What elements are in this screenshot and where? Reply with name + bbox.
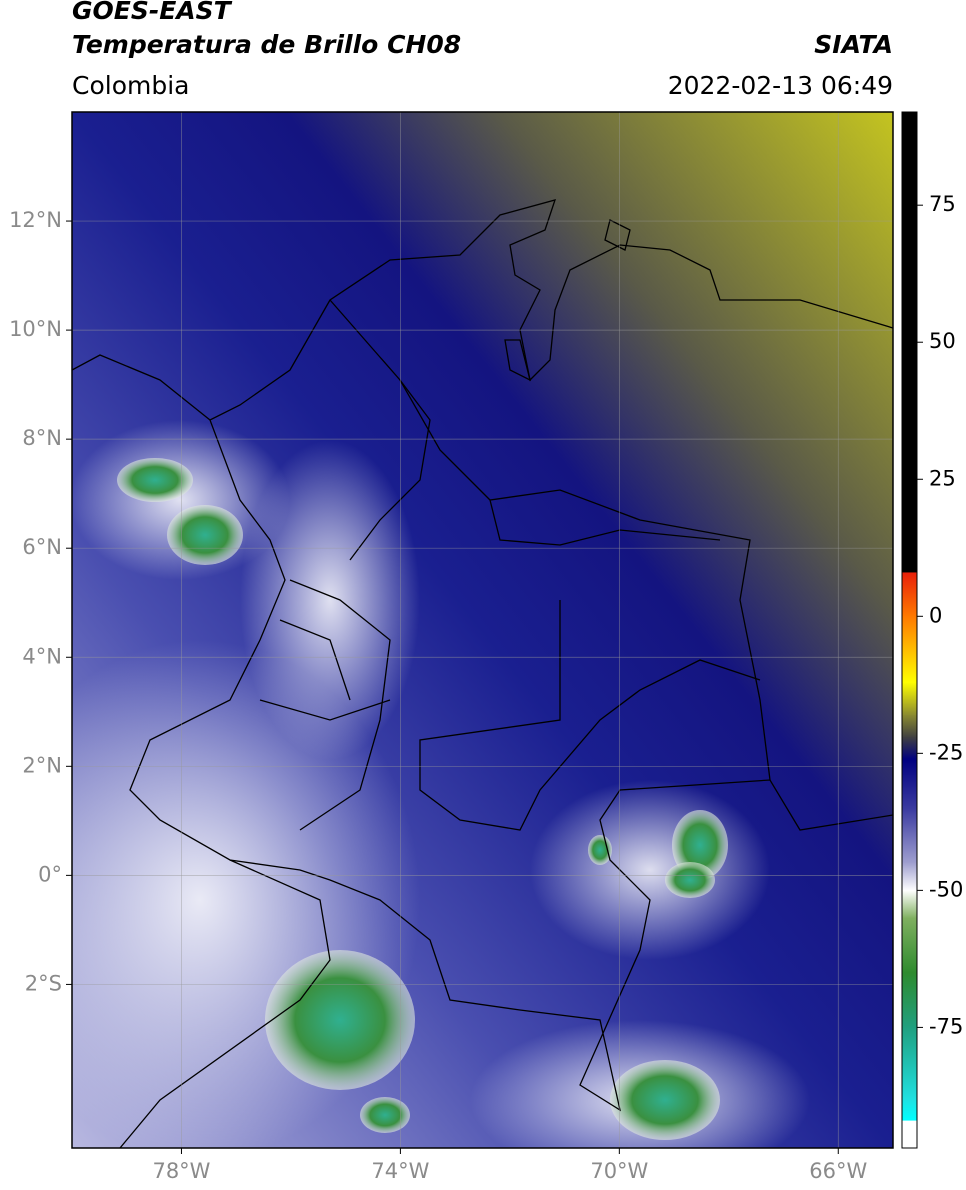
cold-cloud bbox=[117, 458, 193, 502]
colorbar-segment bbox=[902, 714, 917, 738]
colorbar-segment bbox=[902, 758, 917, 809]
colorbar-segment bbox=[902, 1098, 917, 1122]
y-tick-label: 6°N bbox=[22, 535, 62, 559]
colorbar-frame bbox=[901, 111, 918, 1149]
y-tick-label: 8°N bbox=[22, 426, 62, 450]
map-image bbox=[72, 112, 893, 1148]
cold-cloud bbox=[610, 1060, 720, 1140]
y-tick-label: 12°N bbox=[9, 208, 62, 232]
x-tick-label: 74°W bbox=[371, 1159, 429, 1183]
cold-cloud bbox=[167, 505, 243, 565]
cold-cloud bbox=[265, 950, 415, 1090]
cold-cloud bbox=[360, 1097, 410, 1133]
colorbar-segment bbox=[902, 917, 917, 974]
subtitle: Temperatura de Brillo CH08 bbox=[72, 30, 461, 59]
colorbar-tick-label: -50 bbox=[929, 877, 963, 901]
colorbar-segment bbox=[902, 616, 917, 683]
colorbar-segment bbox=[902, 1120, 917, 1149]
colorbar-segment bbox=[902, 682, 917, 716]
map-frame bbox=[71, 111, 894, 1149]
colorbar-tick-label: -75 bbox=[929, 1014, 963, 1038]
colorbar-segment bbox=[902, 862, 917, 891]
colorbar-tick-label: 50 bbox=[929, 329, 956, 353]
colorbar-segment bbox=[902, 112, 917, 573]
colorbar-segment bbox=[902, 572, 917, 617]
colorbar-segment bbox=[902, 1027, 917, 1100]
x-tick-label: 66°W bbox=[809, 1159, 867, 1183]
y-tick-label: 4°N bbox=[22, 644, 62, 668]
cold-cloud bbox=[665, 862, 715, 898]
cloud bbox=[530, 780, 770, 960]
y-tick-label: 2°S bbox=[25, 971, 62, 995]
colorbar-tick-label: 25 bbox=[929, 466, 956, 490]
colorbar-segment bbox=[902, 972, 917, 1028]
source: SIATA bbox=[814, 30, 893, 59]
datetime: 2022-02-13 06:49 bbox=[668, 71, 893, 100]
colorbar-segment bbox=[902, 808, 917, 864]
colorbar-segment bbox=[902, 890, 917, 919]
x-tick-label: 78°W bbox=[152, 1159, 210, 1183]
colorbar-tick-label: 75 bbox=[929, 192, 956, 216]
y-tick-label: 10°N bbox=[9, 317, 62, 341]
y-tick-label: 0° bbox=[38, 862, 62, 886]
x-tick-label: 70°W bbox=[590, 1159, 648, 1183]
colorbar-tick-label: -25 bbox=[929, 740, 963, 764]
y-tick-label: 2°N bbox=[22, 753, 62, 777]
borders bbox=[72, 199, 893, 1148]
cold-cloud bbox=[588, 835, 612, 865]
colorbar-segment bbox=[902, 736, 917, 760]
region: Colombia bbox=[72, 71, 189, 100]
title: GOES-EAST bbox=[72, 0, 233, 25]
colorbar-tick-label: 0 bbox=[929, 603, 942, 627]
